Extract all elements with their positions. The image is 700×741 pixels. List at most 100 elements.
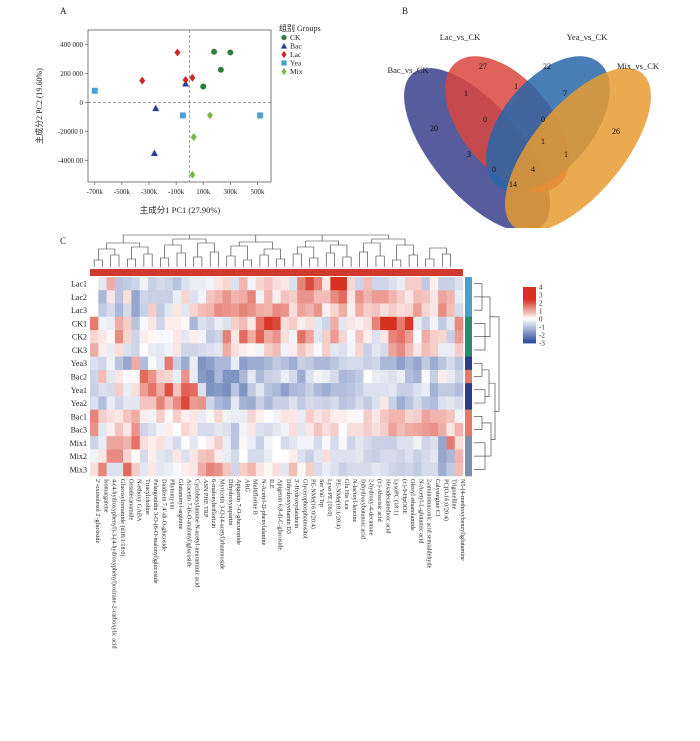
venn-label-lac-vs-ck: Lac_vs_CK	[440, 32, 481, 42]
heatmap-cell	[247, 383, 257, 397]
heatmap-cell	[181, 369, 190, 384]
heatmap-cell	[106, 409, 116, 424]
heatmap-row-label: Bac1	[71, 412, 87, 421]
heatmap-cell	[330, 409, 339, 424]
heatmap-cell	[222, 396, 232, 410]
heatmap-cell	[380, 369, 389, 384]
heatmap-cell	[280, 369, 290, 384]
heatmap-cell	[280, 409, 290, 424]
top-dendrogram-branch	[259, 254, 269, 267]
heatmap-cell	[114, 409, 124, 424]
heatmap-cell	[404, 330, 414, 344]
heatmap-cell	[438, 356, 447, 371]
top-dendrogram-branch	[143, 253, 153, 267]
row-group-bar-bac	[465, 369, 472, 384]
heatmap-cell	[247, 290, 257, 304]
heatmap-cell	[139, 422, 149, 437]
heatmap-cell	[114, 383, 124, 397]
heatmap-column-label: Myricetin 3-O-(4-acetyl)rhamnoside	[218, 479, 225, 570]
top-dendrogram-branch	[363, 242, 381, 256]
heatmap-column-label: 2'-oxosolesol 2'-glucoside	[94, 479, 101, 544]
heatmap-cell	[164, 449, 174, 464]
colorbar-tick-label: 3	[539, 292, 543, 300]
colorbar-tick-label: -3	[539, 340, 545, 348]
heatmap-cell	[280, 356, 290, 371]
heatmap-cell	[148, 383, 157, 397]
heatmap-cell	[230, 316, 240, 331]
heatmap-cell	[247, 396, 257, 410]
heatmap-cell	[230, 383, 240, 397]
heatmap-cell	[421, 449, 431, 464]
heatmap-cell	[288, 356, 298, 371]
colorbar-segment	[523, 301, 536, 303]
heatmap-cell	[330, 303, 339, 318]
heatmap-cell	[131, 330, 141, 344]
heatmap-cell	[404, 436, 414, 450]
heatmap-cell	[338, 290, 348, 304]
heatmap-cell	[421, 330, 431, 344]
heatmap-cell	[123, 436, 132, 450]
heatmap-cell	[206, 436, 215, 450]
heatmap-cell	[396, 436, 406, 450]
colorbar-segment	[523, 331, 536, 334]
heatmap-cell	[90, 422, 99, 437]
heatmap-cell	[313, 383, 323, 397]
heatmap-cell	[330, 436, 339, 450]
heatmap-cell	[264, 449, 273, 464]
legend-marker-ck	[281, 34, 287, 41]
heatmap-cell	[164, 343, 174, 357]
pca-y-tick-label: -20000 0	[58, 128, 84, 136]
heatmap-cell	[172, 409, 182, 424]
top-dendrogram-branch	[371, 238, 406, 245]
top-dendrogram-branch	[292, 253, 302, 267]
heatmap-cell	[413, 303, 422, 318]
heatmap-cell	[446, 369, 456, 384]
venn-region-count: 4	[531, 165, 535, 174]
heatmap-cell	[297, 383, 306, 397]
heatmap-column-label: ASN PHE TRP	[202, 479, 209, 518]
heatmap-cell	[388, 330, 397, 344]
heatmap-cell	[123, 369, 132, 384]
heatmap-cell	[255, 330, 265, 344]
heatmap-cell	[131, 422, 141, 437]
top-dendrogram-branch	[305, 240, 339, 247]
colorbar-tick-label: 0	[539, 316, 543, 324]
heatmap-cell	[230, 330, 240, 344]
heatmap-cell	[280, 316, 290, 331]
heatmap-cell	[139, 356, 149, 371]
heatmap-column-label: Ser Val Trp	[318, 479, 325, 507]
heatmap-cell	[114, 290, 124, 304]
colorbar-segment	[523, 327, 536, 330]
heatmap-cell	[181, 343, 190, 357]
heatmap-cell	[98, 356, 107, 371]
heatmap-column-label: Glutaminyl-arginine	[177, 479, 184, 530]
heatmap-cell	[363, 409, 373, 424]
heatmap-cell	[413, 396, 422, 410]
heatmap-cell	[454, 277, 464, 291]
heatmap-cell	[272, 330, 281, 344]
heatmap-cell	[297, 316, 306, 331]
heatmap-column-label: Dihydroxybutanoic acid	[359, 479, 366, 540]
heatmap-cell	[139, 330, 149, 344]
heatmap-cell	[189, 303, 199, 318]
heatmap-cell	[264, 343, 273, 357]
heatmap-cell	[90, 462, 99, 477]
heatmap-cell	[438, 369, 447, 384]
heatmap-cell	[371, 396, 381, 410]
heatmap-cell	[380, 462, 389, 477]
heatmap-cell	[197, 330, 207, 344]
heatmap-cell	[106, 343, 116, 357]
heatmap-cell	[90, 290, 99, 304]
heatmap-cell	[338, 462, 348, 477]
heatmap-cell	[396, 303, 406, 318]
heatmap-cell	[272, 396, 281, 410]
pca-x-axis-label: 主成分1 PC1 (27.90%)	[140, 205, 221, 215]
heatmap-cell	[396, 290, 406, 304]
heatmap-cell	[446, 356, 456, 371]
heatmap-cell	[90, 303, 99, 318]
colorbar-tick-label: -1	[539, 324, 545, 332]
heatmap-cell	[98, 462, 107, 477]
pca-point-lac	[182, 75, 189, 84]
heatmap-cell	[446, 343, 456, 357]
heatmap-cell	[139, 449, 149, 464]
